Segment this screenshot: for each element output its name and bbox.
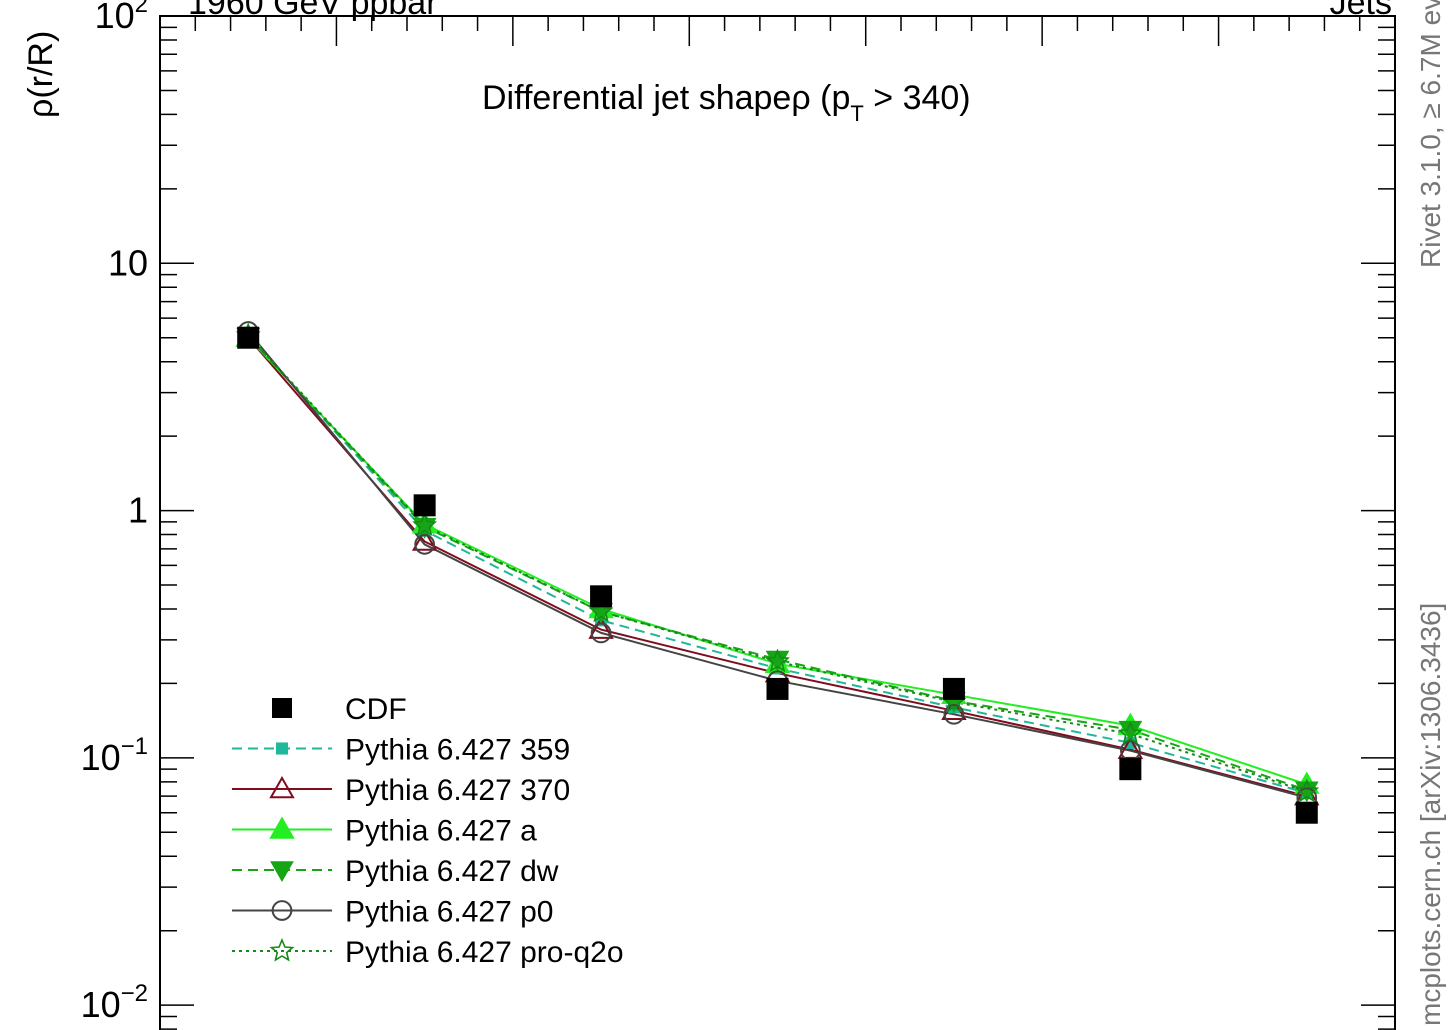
series-lines: [247, 330, 1308, 799]
y-tick-base: 10: [81, 737, 121, 778]
legend-label: Pythia 6.427 a: [345, 815, 537, 848]
series-4-point: [590, 622, 612, 644]
legend-label: Pythia 6.427 370: [345, 774, 570, 807]
series-5-point: [1117, 720, 1143, 745]
cdf-data-point: [413, 494, 436, 517]
legend-label: Pythia 6.427 pro-q2o: [345, 936, 624, 969]
title-subscript: T: [850, 101, 863, 126]
series-4-point: [943, 703, 965, 725]
y-axis-label: ρ(r/R): [22, 31, 60, 118]
cdf-data-point: [237, 326, 260, 349]
legend-label: Pythia 6.427 p0: [345, 896, 554, 929]
y-tick-exponent: −1: [121, 733, 148, 760]
series-line-1: [247, 337, 1308, 798]
y-tick-base: 1: [128, 490, 148, 531]
series-markers: [235, 321, 1320, 824]
series-5-point: [588, 598, 614, 623]
y-tick-exponent: −2: [121, 980, 148, 1007]
y-tick-exponent: 2: [135, 0, 148, 18]
chart-title: Differential jet shapeρ (pT > 340): [482, 79, 971, 126]
series-1-point: [588, 616, 614, 639]
series-1-point: [411, 528, 438, 551]
y-tick-label: 102: [95, 0, 148, 36]
cdf-data-point: [1119, 758, 1142, 781]
rivet-side-label: Rivet 3.1.0, ≥ 6.7M events: [1415, 0, 1446, 268]
legend-marker: [270, 861, 294, 883]
series-1-point: [1117, 736, 1144, 759]
series-line-0: [247, 334, 1308, 795]
series-line-2: [247, 337, 1308, 786]
title-rho: ρ (p: [791, 79, 850, 117]
header-left-label: 1960 GeV ppbar: [188, 0, 438, 22]
legend-label: Pythia 6.427 359: [345, 734, 570, 767]
y-tick-base: 10: [95, 0, 135, 36]
legend: CDF Pythia 6.427 359 Pythia 6.427 370 Pythi…: [232, 693, 624, 969]
cdf-data-point: [1295, 801, 1318, 824]
legend-marker: [275, 742, 289, 755]
mcplots-side-label: mcplots.cern.ch [arXiv:1306.3436]: [1415, 603, 1446, 1026]
y-tick-label: 1: [128, 490, 148, 531]
svg-text:Differential jet shapeρ (pT >: Differential jet shapeρ (pT > 340): [482, 79, 971, 126]
legend-marker: [269, 775, 295, 799]
title-tail: > 340): [864, 79, 971, 117]
series-line-3: [247, 336, 1308, 792]
header-right-label: Jets: [1330, 0, 1392, 22]
cdf-data-point: [942, 677, 965, 700]
legend-marker: [271, 900, 293, 921]
legend-marker: [269, 816, 295, 839]
cdf-data-point: [766, 677, 789, 700]
plot-frame: [159, 15, 1396, 1030]
y-tick-label: 10−1: [81, 733, 148, 778]
series-4-point: [414, 534, 435, 555]
cdf-data-point: [590, 585, 613, 608]
series-5-point: [1294, 778, 1320, 803]
title-main: Differential jet shape: [482, 79, 791, 117]
y-tick-label: 10−2: [81, 980, 148, 1025]
legend-label: Pythia 6.427 dw: [345, 855, 559, 888]
legend-marker: [272, 698, 292, 718]
series-5-point: [412, 512, 438, 537]
y-tick-label: 10: [108, 242, 148, 283]
legend-label: CDF: [345, 693, 407, 726]
legend-marker: [269, 937, 295, 962]
series-line-5: [247, 334, 1308, 793]
y-tick-base: 10: [81, 984, 121, 1025]
series-5-point: [764, 648, 791, 673]
series-line-4: [247, 330, 1308, 799]
y-tick-base: 10: [108, 242, 148, 283]
